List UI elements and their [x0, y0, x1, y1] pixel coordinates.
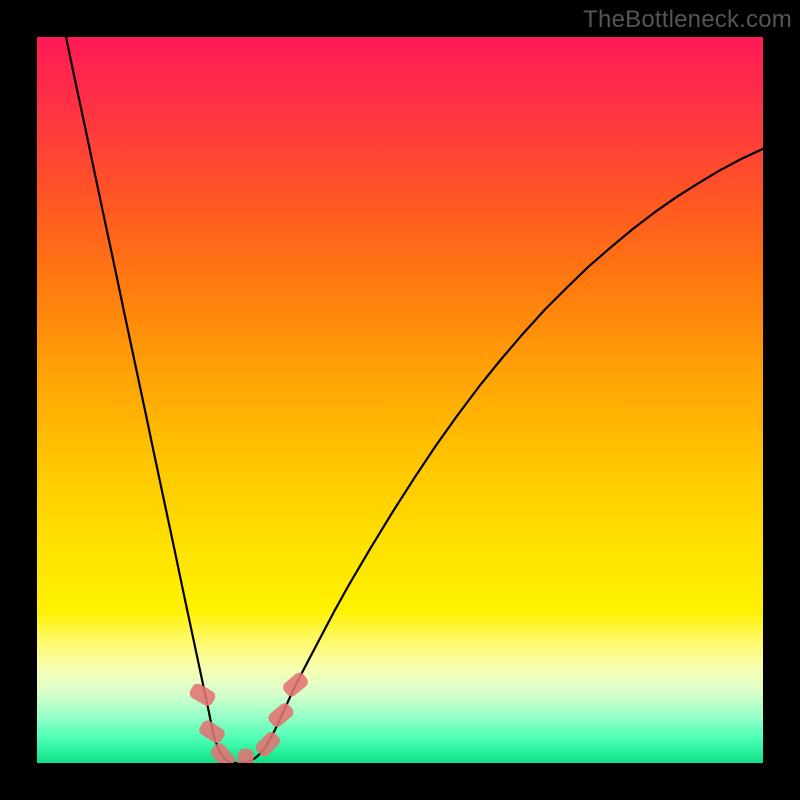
chart-stage: TheBottleneck.com [0, 0, 800, 800]
watermark-text: TheBottleneck.com [583, 6, 792, 34]
bottleneck-chart [0, 0, 800, 800]
gradient-plot-area [37, 37, 763, 763]
